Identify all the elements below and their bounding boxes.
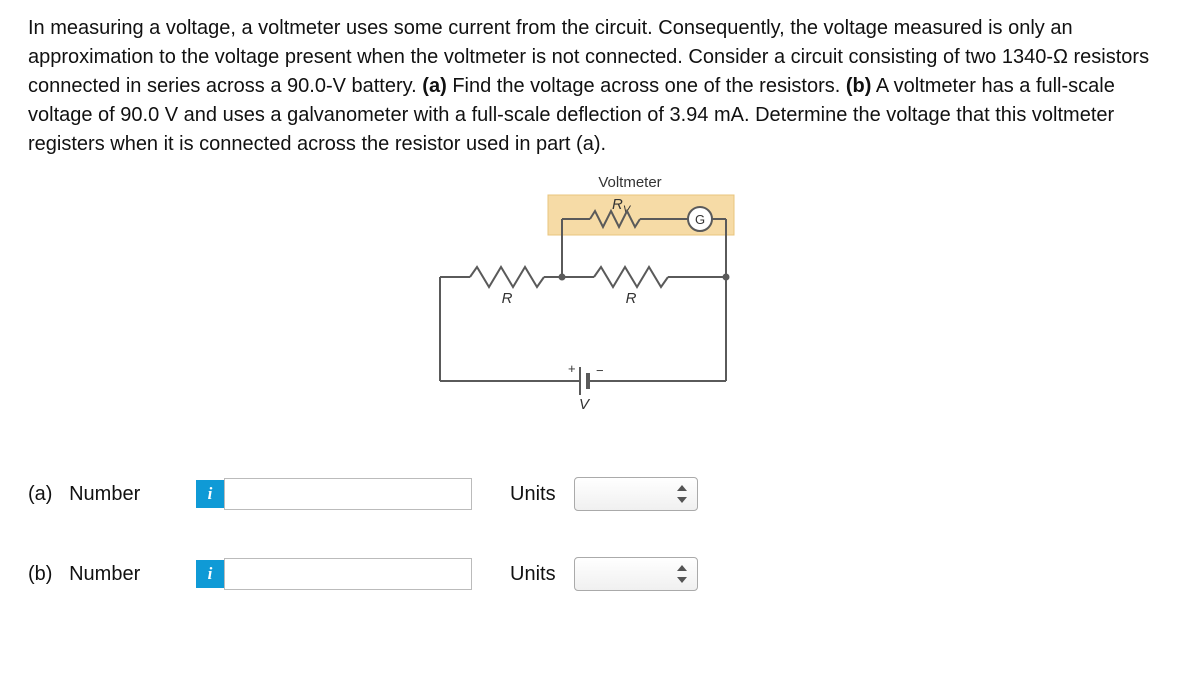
- units-a-label: Units: [510, 480, 556, 509]
- r2-resistor-icon: [594, 267, 668, 287]
- units-b-label: Units: [510, 560, 556, 589]
- r1-resistor-icon: [470, 267, 544, 287]
- units-b-select[interactable]: [574, 557, 698, 591]
- circuit-figure: Voltmeter R V G: [420, 171, 780, 431]
- units-a-select[interactable]: [574, 477, 698, 511]
- answer-a-input[interactable]: [224, 478, 472, 510]
- v-label: V: [579, 396, 591, 413]
- g-label: G: [695, 212, 705, 227]
- answer-a-label: (a) Number: [28, 480, 196, 509]
- answer-row-b: (b) Number i Units: [28, 557, 1172, 591]
- answer-b-input[interactable]: [224, 558, 472, 590]
- part-a-text: Find the voltage across one of the resis…: [452, 75, 840, 97]
- answer-b-label: (b) Number: [28, 560, 196, 589]
- problem-text: In measuring a voltage, a voltmeter uses…: [28, 14, 1172, 159]
- minus-label: −: [596, 363, 604, 378]
- r1-label: R: [502, 290, 513, 307]
- voltmeter-label: Voltmeter: [598, 174, 661, 191]
- info-icon[interactable]: i: [196, 480, 224, 508]
- part-a-label: (a): [422, 75, 446, 97]
- part-b-label: (b): [846, 75, 872, 97]
- r2-label: R: [626, 290, 637, 307]
- answer-row-a: (a) Number i Units: [28, 477, 1172, 511]
- plus-label: +: [568, 361, 576, 376]
- info-icon[interactable]: i: [196, 560, 224, 588]
